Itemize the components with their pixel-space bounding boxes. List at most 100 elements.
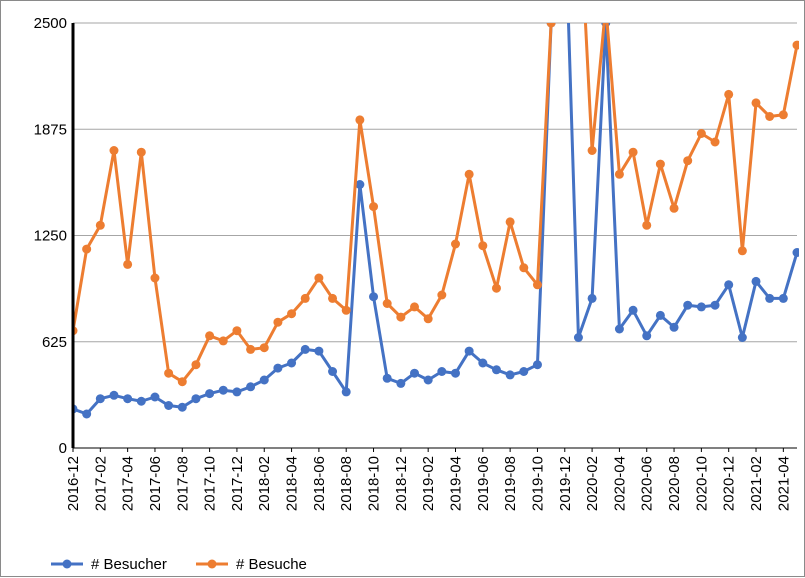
- data-point: [246, 382, 256, 392]
- data-point: [423, 314, 433, 324]
- y-tick-label: 2500: [34, 15, 67, 32]
- data-point: [410, 302, 420, 312]
- data-point: [423, 375, 433, 385]
- x-tick-label: 2019-12: [557, 456, 574, 511]
- data-point: [232, 326, 242, 336]
- data-point: [601, 2, 610, 11]
- data-point: [573, 333, 583, 342]
- data-point: [382, 373, 392, 383]
- data-point: [95, 220, 105, 230]
- data-point: [273, 317, 283, 327]
- data-point: [532, 280, 542, 290]
- legend-label-besuche: # Besuche: [236, 556, 307, 573]
- data-point: [136, 396, 146, 406]
- data-point: [136, 147, 146, 157]
- data-point: [82, 244, 92, 254]
- legend-item-besuche: # Besuche: [196, 556, 307, 573]
- data-point: [123, 394, 133, 404]
- y-tick-label: 1875: [34, 121, 67, 138]
- data-point: [724, 280, 734, 290]
- data-point: [109, 146, 119, 155]
- data-point: [205, 331, 215, 341]
- data-point: [437, 290, 447, 300]
- x-tick-label: 2021-02: [748, 456, 765, 511]
- data-point: [642, 220, 652, 230]
- data-point: [765, 112, 775, 121]
- data-point: [587, 146, 597, 155]
- data-point: [437, 367, 447, 376]
- data-point: [491, 283, 501, 293]
- legend-item-besucher: # Besucher: [51, 556, 167, 573]
- data-point: [109, 390, 119, 400]
- data-point: [396, 312, 406, 322]
- data-point: [259, 343, 269, 353]
- y-gridlines: [73, 22, 797, 343]
- data-point: [287, 358, 297, 368]
- data-point: [696, 302, 706, 312]
- data-point: [314, 273, 324, 283]
- y-tick-label: 1250: [34, 228, 67, 245]
- data-point: [191, 394, 201, 404]
- data-point: [259, 375, 269, 385]
- data-point: [150, 273, 160, 283]
- x-tick-label: 2019-02: [420, 456, 437, 511]
- data-point: [300, 344, 310, 354]
- x-tick-label: 2018-04: [284, 456, 301, 511]
- data-point: [792, 40, 799, 50]
- legend-marker-besuche: [207, 559, 217, 569]
- x-tick-label: 2018-12: [393, 456, 410, 511]
- data-point: [218, 385, 228, 395]
- data-point: [546, 23, 556, 28]
- x-tick-label: 2019-10: [529, 456, 546, 511]
- data-point: [614, 324, 624, 334]
- legend-label-besucher: # Besucher: [91, 556, 167, 573]
- x-tick-label: 2017-04: [120, 456, 137, 511]
- x-tick-label: 2017-02: [92, 456, 109, 511]
- data-point: [177, 377, 187, 387]
- data-point: [778, 293, 788, 303]
- data-point: [505, 370, 515, 380]
- data-point: [751, 98, 761, 108]
- data-point: [205, 389, 215, 399]
- x-tick-label: 2019-04: [447, 456, 464, 511]
- x-tick-label: 2020-04: [611, 456, 628, 511]
- y-tick-label: 625: [42, 334, 67, 351]
- data-point: [478, 358, 488, 368]
- data-point: [724, 89, 734, 99]
- data-point: [464, 169, 474, 179]
- series-besucher: [73, 23, 799, 419]
- series-line: [73, 23, 799, 384]
- data-point: [655, 159, 665, 169]
- data-point: [587, 293, 597, 303]
- data-point: [450, 239, 460, 249]
- data-point: [123, 259, 133, 269]
- data-point: [642, 331, 652, 341]
- data-point: [655, 310, 665, 320]
- x-tick-label: 2018-10: [366, 456, 383, 511]
- x-tick-label: 2021-04: [775, 456, 792, 511]
- data-point: [519, 367, 529, 376]
- x-tick-label: 2018-02: [256, 456, 273, 511]
- data-point: [792, 248, 799, 257]
- data-point: [751, 276, 761, 286]
- x-tick-label: 2017-06: [147, 456, 164, 511]
- x-tick-label: 2020-12: [721, 456, 738, 511]
- data-point: [191, 360, 201, 370]
- data-point: [218, 336, 228, 346]
- data-point: [710, 300, 720, 310]
- x-tick-label: 2020-06: [639, 456, 656, 511]
- data-point: [519, 263, 529, 273]
- y-axis-tick-labels: 0 625 1250 1875 2500: [34, 15, 67, 457]
- data-point: [287, 309, 297, 319]
- series-besuche: [73, 2, 799, 387]
- legend-marker-besucher: [62, 559, 72, 569]
- data-point: [628, 305, 638, 315]
- data-point: [273, 363, 283, 373]
- x-axis-tick-labels: 2016-12 2017-02 2017-04 2017-06 2017-08 2017-…: [65, 448, 792, 511]
- series-layer: [73, 2, 799, 419]
- data-point: [464, 346, 474, 356]
- x-tick-label: 2018-06: [311, 456, 328, 511]
- x-tick-label: 2017-10: [202, 456, 219, 511]
- data-point: [737, 333, 747, 342]
- data-point: [614, 169, 624, 179]
